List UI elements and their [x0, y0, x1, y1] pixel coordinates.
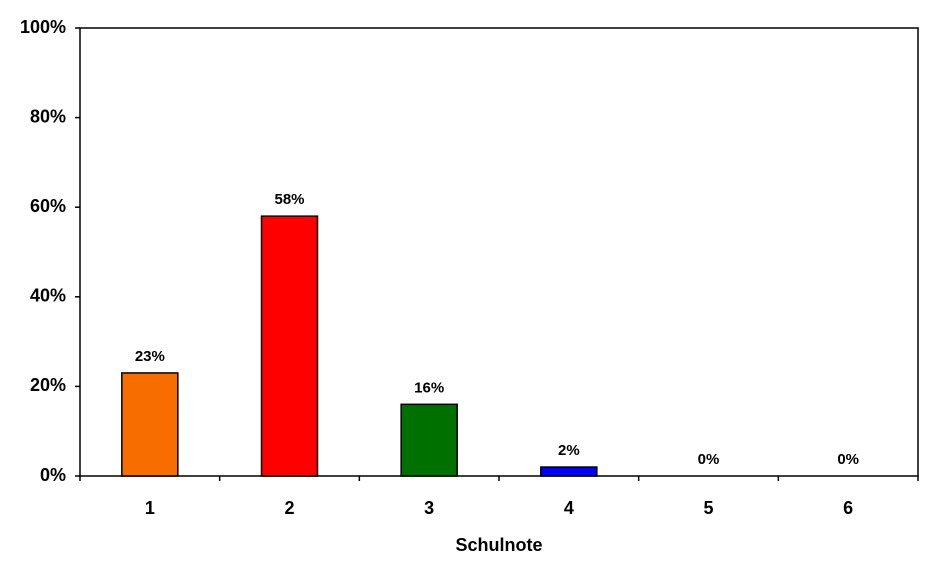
x-tick-label: 2 [284, 498, 294, 518]
bar [260, 215, 319, 477]
x-axis-label: Schulnote [455, 535, 542, 555]
x-tick-label: 3 [424, 498, 434, 518]
y-tick-label: 80% [30, 106, 66, 126]
value-label: 23% [135, 348, 165, 365]
value-label: 16% [414, 379, 444, 396]
value-label: 58% [274, 191, 304, 208]
x-tick-label: 1 [145, 498, 155, 518]
y-tick-label: 40% [30, 286, 66, 306]
bar [121, 372, 179, 477]
bar [400, 403, 458, 477]
y-tick-label: 0% [40, 465, 66, 485]
value-label: 0% [698, 451, 720, 468]
x-tick-label: 5 [703, 498, 713, 518]
x-tick-label: 6 [843, 498, 853, 518]
y-tick-label: 60% [30, 196, 66, 216]
value-label: 0% [837, 451, 859, 468]
bar [540, 466, 598, 477]
x-tick-label: 4 [564, 498, 574, 518]
plot-frame [79, 27, 919, 477]
y-tick-label: 100% [20, 17, 66, 37]
y-tick-label: 20% [30, 375, 66, 395]
value-label: 2% [558, 442, 580, 459]
